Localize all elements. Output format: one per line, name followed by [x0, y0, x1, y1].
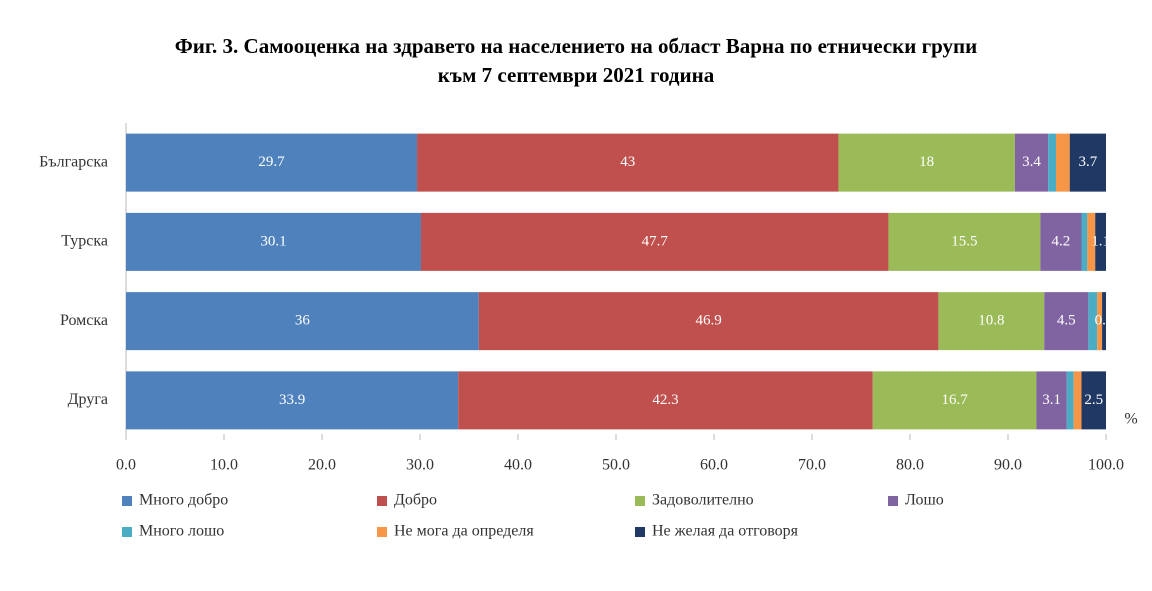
- x-tick-label: 50.0: [602, 457, 630, 474]
- bar-segment: [478, 292, 939, 351]
- value-label: 42.3: [652, 392, 678, 408]
- value-label: 15.5: [951, 233, 977, 249]
- legend-swatch: [635, 496, 645, 506]
- x-tick-label: 80.0: [896, 457, 924, 474]
- value-label: 3.7: [1078, 154, 1097, 170]
- bar-segment: [888, 212, 1041, 271]
- value-label: 36: [295, 313, 311, 329]
- legend-label: Лошо: [905, 492, 944, 509]
- bar-segment: [1081, 212, 1088, 271]
- x-tick-label: 90.0: [994, 457, 1022, 474]
- bar-segment: [1036, 371, 1067, 430]
- legend-swatch: [635, 527, 645, 537]
- bar-segment: [1040, 212, 1082, 271]
- legend-swatch: [122, 527, 132, 537]
- bar-segment: [1066, 371, 1074, 430]
- bar-segment: [417, 133, 839, 192]
- bar-segment: [1056, 133, 1070, 192]
- value-label: 10.8: [978, 313, 1004, 329]
- bar-segment: [126, 212, 421, 271]
- value-label: 3.1: [1042, 392, 1061, 408]
- axis-unit: %: [1124, 411, 1137, 428]
- bar-segment: [1014, 133, 1049, 192]
- bar-segment: [1087, 212, 1096, 271]
- x-tick-label: 20.0: [308, 457, 336, 474]
- bar-segment: [1102, 292, 1106, 351]
- legend-swatch: [888, 496, 898, 506]
- value-label: 4.2: [1052, 233, 1071, 249]
- bar-segment: [1095, 212, 1106, 271]
- y-tick-label: Българска: [39, 153, 108, 170]
- bar-segment: [420, 212, 889, 271]
- y-tick-label: Турска: [61, 233, 108, 250]
- bar-segment: [838, 133, 1015, 192]
- bar-segment: [126, 292, 479, 351]
- x-tick-label: 60.0: [700, 457, 728, 474]
- legend-label: Добро: [394, 492, 437, 509]
- value-label: 46.9: [695, 313, 721, 329]
- bar-segment: [1088, 292, 1098, 351]
- x-tick-label: 40.0: [504, 457, 532, 474]
- value-label: 30.1: [260, 233, 286, 249]
- bar-segment: [1048, 133, 1057, 192]
- bar-segment: [938, 292, 1045, 351]
- legend-label: Задоволително: [652, 492, 754, 509]
- chart-title: към 7 септември 2021 година: [438, 63, 715, 87]
- bar-segment: [872, 371, 1037, 430]
- bar-segment: [1097, 292, 1103, 351]
- bar-segment: [1081, 371, 1106, 430]
- legend-swatch: [377, 527, 387, 537]
- bar-segment: [1069, 133, 1106, 192]
- bar-segment: [1044, 292, 1089, 351]
- value-label: 18: [919, 154, 934, 170]
- x-tick-label: 0.0: [116, 457, 136, 474]
- value-label: 0.4: [1095, 313, 1114, 329]
- y-tick-label: Друга: [68, 391, 108, 408]
- value-label: 29.7: [258, 154, 285, 170]
- legend-label: Не мога да определя: [394, 523, 534, 540]
- x-tick-label: 30.0: [406, 457, 434, 474]
- value-label: 3.4: [1022, 154, 1041, 170]
- bar-segment: [1073, 371, 1082, 430]
- legend-swatch: [377, 496, 387, 506]
- bar-segment: [126, 371, 459, 430]
- value-label: 16.7: [941, 392, 968, 408]
- bar-segment: [126, 133, 418, 192]
- chart-title: Фиг. 3. Самооценка на здравето на населе…: [175, 34, 978, 58]
- legend-label: Не желая да отговоря: [652, 523, 799, 540]
- value-label: 47.7: [642, 233, 669, 249]
- y-tick-label: Ромска: [60, 312, 108, 329]
- value-label: 43: [620, 154, 635, 170]
- x-tick-label: 100.0: [1088, 457, 1124, 474]
- bar-segment: [458, 371, 873, 430]
- legend-swatch: [122, 496, 132, 506]
- legend-label: Много лошо: [139, 523, 224, 540]
- legend-label: Много добро: [139, 492, 228, 509]
- value-label: 1.1: [1091, 233, 1110, 249]
- value-label: 33.9: [279, 392, 305, 408]
- x-tick-label: 10.0: [210, 457, 238, 474]
- value-label: 2.5: [1084, 392, 1103, 408]
- value-label: 4.5: [1057, 313, 1076, 329]
- x-tick-label: 70.0: [798, 457, 826, 474]
